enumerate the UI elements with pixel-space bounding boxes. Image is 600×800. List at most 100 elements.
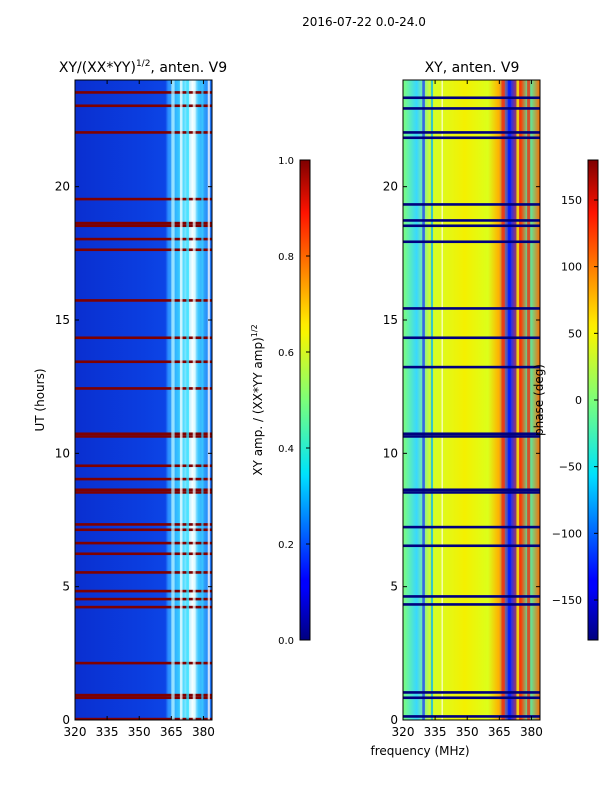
phase-flag-band — [403, 224, 540, 228]
amplitude-colorbar-scale — [299, 159, 311, 641]
amp-channel-stripe — [171, 80, 175, 720]
phase-y-axis: 0 5 10 15 20 — [383, 180, 540, 727]
phase-flag-band — [403, 488, 540, 492]
phase-colorbar: −150 −100 −50 0 50 100 150 phase (deg) — [532, 159, 599, 641]
y-tick-label: 5 — [390, 580, 398, 594]
amplitude-y-axis-label: UT (hours) — [33, 368, 47, 431]
amplitude-flag-band — [75, 693, 212, 697]
amp-channel-stripe — [179, 80, 183, 720]
phase-flag-band — [403, 491, 540, 494]
ph-channel-stripe — [430, 80, 434, 720]
phase-colorbar-label: phase (deg) — [532, 364, 546, 436]
phase-flag-band — [403, 336, 540, 340]
colorbar-tick-label: 0.2 — [278, 540, 294, 551]
amp-channel-stripe — [201, 80, 204, 720]
x-tick-label: 335 — [96, 725, 119, 739]
phase-colorbar-ticks: −150 −100 −50 0 50 100 150 — [552, 194, 598, 607]
ph-channel-stripe — [527, 80, 531, 720]
ph-channel-stripe — [507, 80, 511, 720]
colorbar-tick-label: 0.6 — [278, 348, 294, 359]
phase-flag-band — [403, 715, 540, 718]
colorbar-tick-label: 1.0 — [278, 156, 294, 167]
colorbar-tick-label: −100 — [552, 527, 582, 540]
phase-panel: XY, anten. V9 320 335 350 365 380 0 5 10 15 20 — [383, 60, 543, 739]
amp-channel-stripe — [192, 80, 196, 720]
amp-channel-stripe — [207, 80, 210, 720]
x-tick-label: 350 — [128, 725, 151, 739]
amplitude-flag-band — [75, 523, 212, 526]
phase-flag-band — [403, 432, 540, 436]
y-tick-label: 15 — [55, 313, 70, 327]
colorbar-tick-label: 50 — [568, 327, 582, 340]
colorbar-tick-label: 0.0 — [278, 636, 294, 647]
amplitude-y-axis: 0 5 10 15 20 — [55, 180, 212, 727]
amplitude-flag-band — [75, 432, 212, 436]
figure-title: 2016-07-22 0.0-24.0 — [302, 15, 426, 29]
ph-channel-stripe — [501, 80, 505, 720]
colorbar-tick-label: 150 — [561, 194, 582, 207]
amplitude-flag-band — [75, 589, 212, 593]
amplitude-flag-bands — [75, 91, 212, 721]
y-tick-label: 10 — [55, 446, 70, 460]
amplitude-flag-band — [75, 696, 212, 700]
amplitude-flag-band — [75, 435, 212, 438]
amplitude-flag-band — [75, 717, 212, 721]
phase-plot-frame — [402, 79, 541, 721]
x-tick-label: 380 — [520, 725, 543, 739]
amplitude-flag-band — [75, 104, 212, 108]
y-tick-label: 20 — [383, 180, 398, 194]
colorbar-tick-label: −150 — [552, 594, 582, 607]
phase-flag-band — [403, 525, 540, 529]
colorbar-tick-label: 0.8 — [278, 252, 294, 263]
x-axis-label: frequency (MHz) — [370, 744, 469, 758]
y-tick-label: 0 — [390, 713, 398, 727]
phase-flag-band — [403, 131, 540, 134]
phase-flag-band — [403, 96, 540, 100]
y-tick-label: 10 — [383, 446, 398, 460]
amplitude-channel-stripes — [171, 80, 210, 720]
phase-flag-band — [403, 691, 540, 694]
amplitude-flag-band — [75, 299, 212, 302]
phase-flag-band — [403, 240, 540, 244]
phase-flag-band — [403, 203, 540, 206]
x-tick-label: 320 — [64, 725, 87, 739]
phase-flag-band — [403, 595, 540, 598]
x-tick-label: 350 — [456, 725, 479, 739]
colorbar-tick-label: −50 — [559, 461, 582, 474]
amplitude-flag-band — [75, 387, 212, 390]
amplitude-flag-band — [75, 221, 212, 225]
amplitude-flag-band — [75, 237, 212, 241]
y-tick-label: 20 — [55, 180, 70, 194]
y-tick-label: 15 — [383, 313, 398, 327]
phase-flag-band — [403, 603, 540, 606]
phase-channel-stripes — [422, 80, 531, 720]
amplitude-colorbar-ticks: 0.0 0.2 0.4 0.6 0.8 1.0 — [278, 156, 310, 647]
phase-flag-band — [403, 435, 540, 438]
phase-x-axis: 320 335 350 365 380 — [392, 80, 543, 739]
amplitude-flag-band — [75, 336, 212, 340]
phase-panel-title: XY, anten. V9 — [425, 60, 520, 76]
amplitude-colorbar-label: XY amp. / (XX*YY amp)1/2 — [250, 324, 265, 475]
phase-flag-band — [403, 219, 540, 222]
amplitude-flag-band — [75, 197, 212, 201]
phase-flag-band — [403, 544, 540, 548]
colorbar-tick-label: 0.4 — [278, 444, 294, 455]
amplitude-flag-band — [75, 552, 212, 556]
y-tick-label: 0 — [62, 713, 70, 727]
amplitude-flag-band — [75, 224, 212, 228]
amplitude-x-axis: 320 335 350 365 380 — [64, 80, 215, 739]
phase-flag-bands — [403, 96, 540, 718]
colorbar-tick-label: 0 — [575, 394, 582, 407]
x-tick-label: 335 — [424, 725, 447, 739]
y-tick-label: 5 — [62, 580, 70, 594]
amplitude-flag-band — [75, 248, 212, 252]
x-tick-label: 365 — [488, 725, 511, 739]
amplitude-flag-band — [75, 605, 212, 609]
phase-flag-band — [403, 365, 540, 369]
amplitude-flag-band — [75, 464, 212, 468]
phase-heatmap — [403, 80, 540, 720]
amplitude-flag-band — [75, 661, 212, 665]
amplitude-flag-band — [75, 360, 212, 364]
amplitude-colorbar: 0.0 0.2 0.4 0.6 0.8 1.0 XY amp. / (XX*YY amp)… — [250, 156, 311, 647]
